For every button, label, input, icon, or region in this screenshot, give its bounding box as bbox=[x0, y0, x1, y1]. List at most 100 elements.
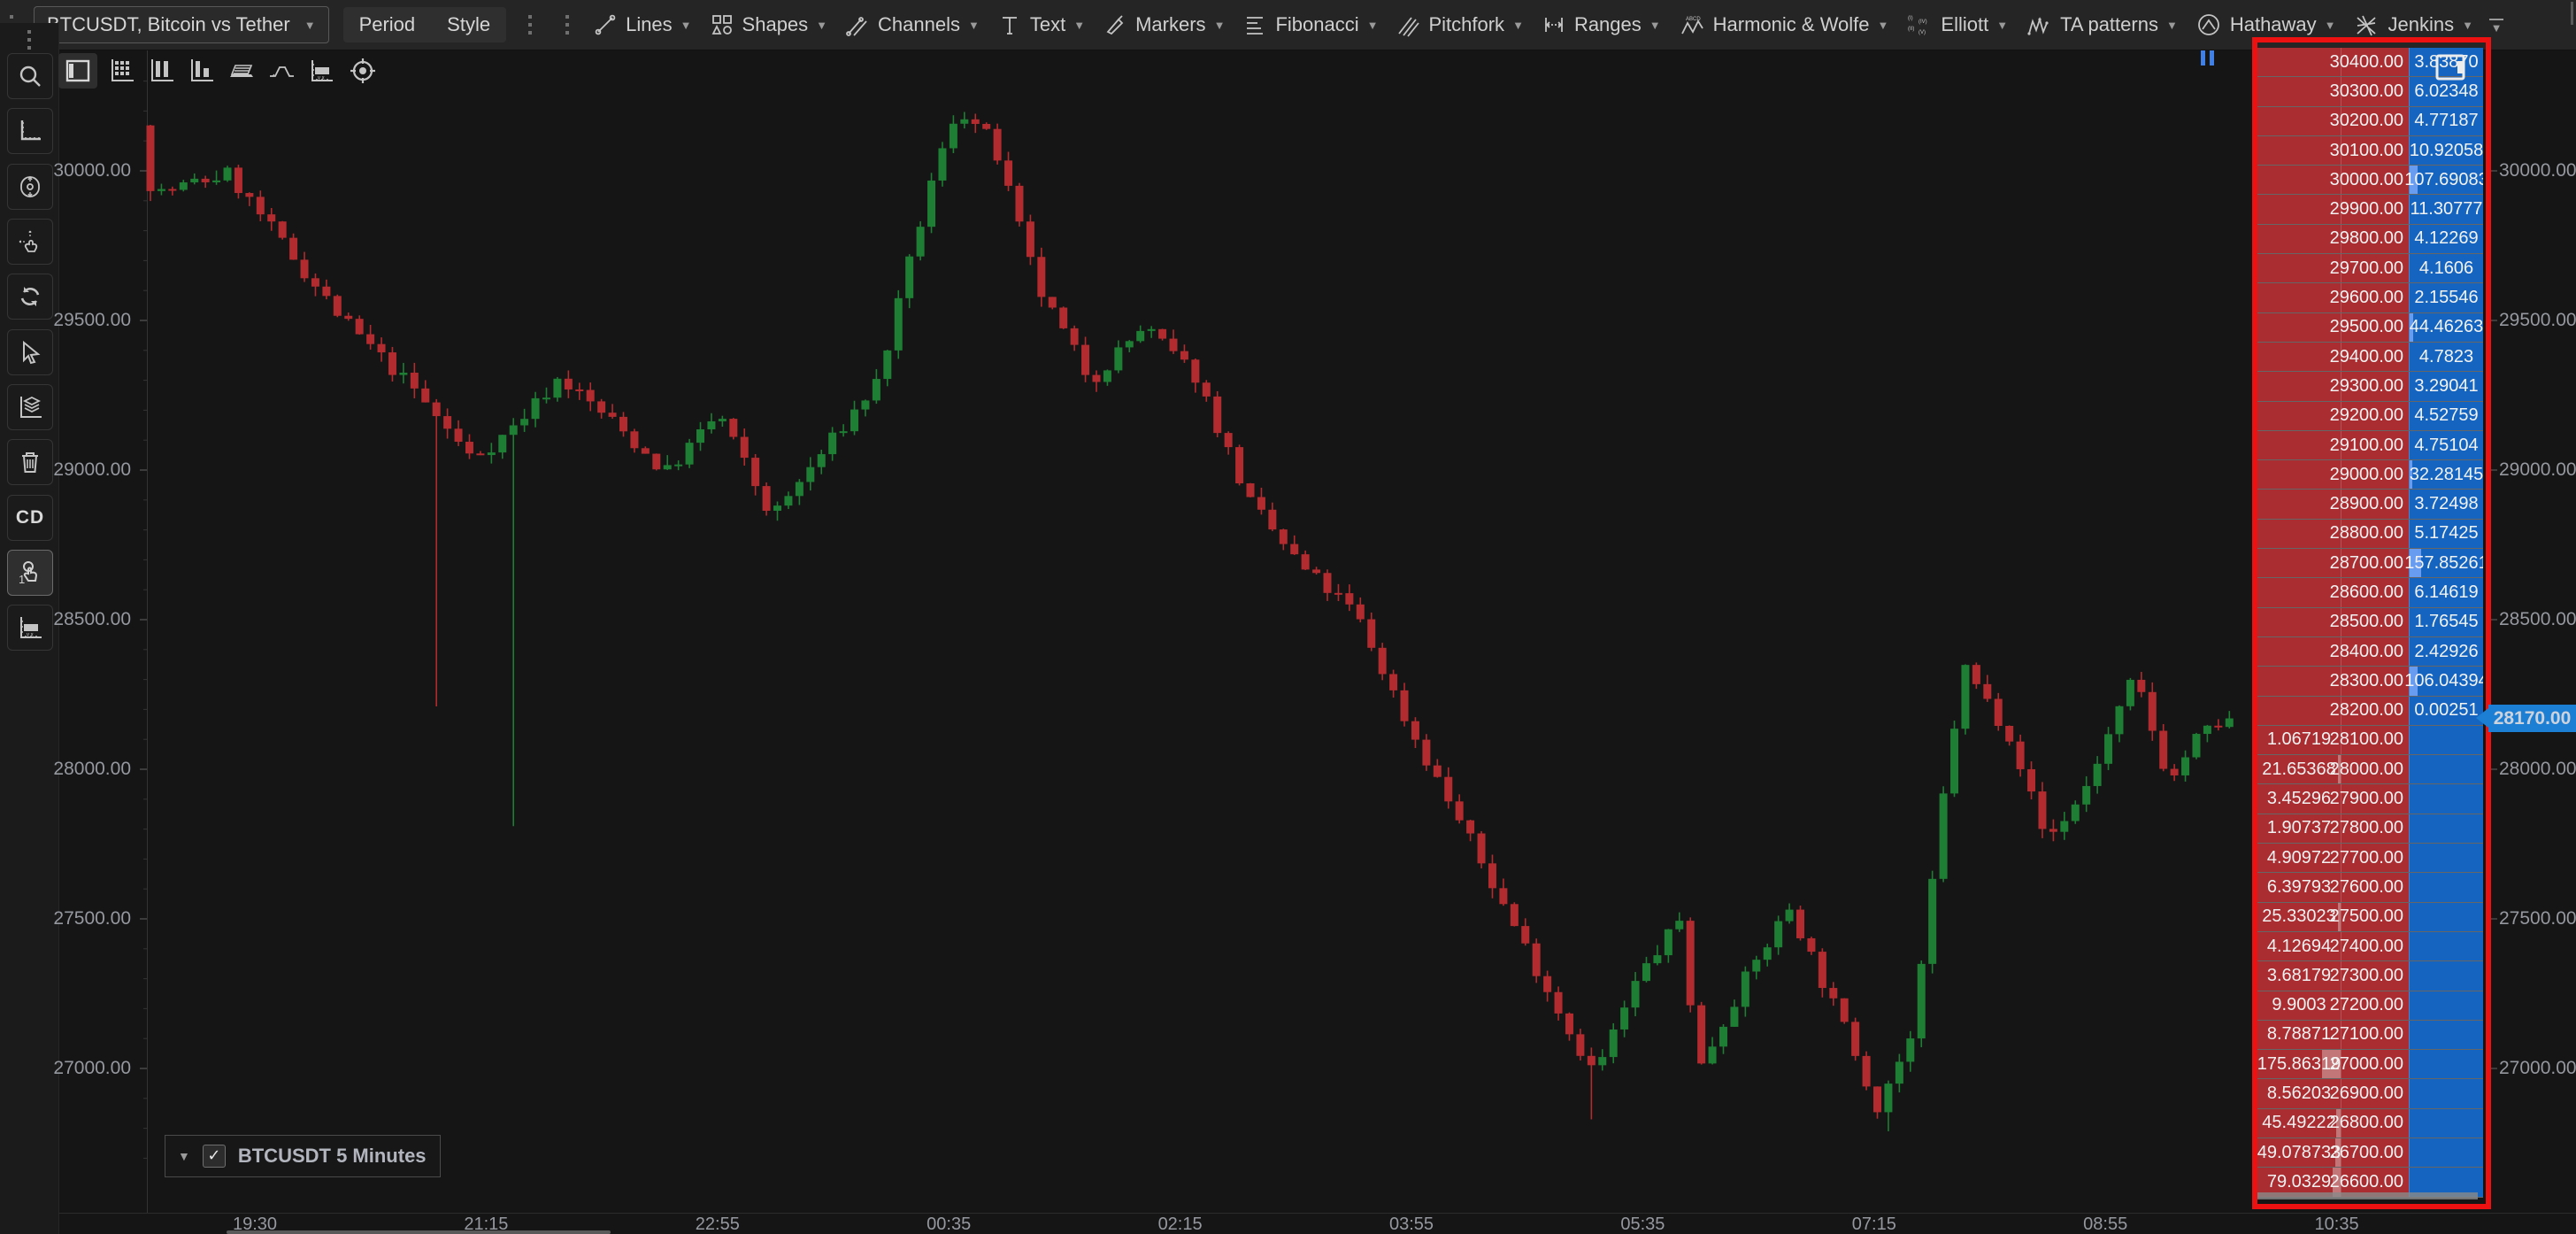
ask-volume-cell[interactable]: 10.92058 bbox=[2409, 135, 2483, 166]
ask-row[interactable]: 28700.00 157.85261 bbox=[2257, 549, 2483, 579]
bid-volume-cell[interactable] bbox=[2257, 607, 2341, 636]
sidebar-tool-click-mode[interactable]: 1 bbox=[7, 550, 53, 596]
bid-volume-cell[interactable]: 9.9003 bbox=[2257, 991, 2341, 1020]
ask-volume-cell[interactable] bbox=[2409, 725, 2483, 755]
bid-volume-cell[interactable]: 3.68179 bbox=[2257, 961, 2341, 991]
ask-volume-cell[interactable] bbox=[2409, 1168, 2483, 1197]
price-cell[interactable]: 28600.00 bbox=[2330, 578, 2409, 607]
ask-volume-cell[interactable] bbox=[2409, 902, 2483, 931]
price-cell[interactable]: 29800.00 bbox=[2330, 224, 2409, 254]
period-button[interactable]: Period bbox=[358, 13, 416, 35]
chartmode-order-list[interactable] bbox=[222, 53, 261, 89]
toolbar-drag-handle[interactable] bbox=[522, 10, 538, 40]
bid-volume-cell[interactable] bbox=[2257, 135, 2341, 166]
bid-row[interactable]: 49.078733 26700.00 bbox=[2257, 1138, 2483, 1168]
ask-row[interactable]: 28400.00 2.42926 bbox=[2257, 636, 2483, 667]
sidebar-tool-pan-hand[interactable] bbox=[7, 219, 53, 265]
price-cell[interactable]: 30300.00 bbox=[2330, 77, 2409, 106]
ask-volume-cell[interactable]: 5.17425 bbox=[2409, 519, 2483, 549]
symbol-button[interactable]: BTCUSDT, Bitcoin vs Tether ▼ bbox=[34, 6, 329, 43]
bid-volume-cell[interactable] bbox=[2257, 519, 2341, 549]
ask-volume-cell[interactable]: 4.12269 bbox=[2409, 224, 2483, 254]
tool-pitchfork[interactable]: Pitchfork ▼ bbox=[1387, 7, 1532, 42]
pause-autoscroll-icon[interactable] bbox=[2201, 50, 2214, 66]
bid-volume-cell[interactable] bbox=[2257, 667, 2341, 696]
price-cell[interactable]: 29700.00 bbox=[2330, 254, 2409, 283]
time-axis-scrollbar[interactable] bbox=[227, 1230, 611, 1234]
ask-row[interactable]: 29100.00 4.75104 bbox=[2257, 430, 2483, 461]
bid-row[interactable]: 25.33023 27500.00 bbox=[2257, 902, 2483, 932]
bid-row[interactable]: 45.49222 26800.00 bbox=[2257, 1108, 2483, 1138]
bid-volume-cell[interactable]: 175.86319 bbox=[2257, 1050, 2341, 1079]
tool-elliott[interactable]: (I) (IV) (II) (V) Elliott ▼ bbox=[1897, 7, 2017, 42]
ask-row[interactable]: 28500.00 1.76545 bbox=[2257, 607, 2483, 637]
bid-volume-cell[interactable] bbox=[2257, 312, 2341, 342]
ask-row[interactable]: 28600.00 6.14619 bbox=[2257, 578, 2483, 608]
price-cell[interactable]: 27700.00 bbox=[2330, 844, 2409, 873]
ask-volume-cell[interactable] bbox=[2409, 755, 2483, 784]
price-cell[interactable]: 28300.00 bbox=[2330, 667, 2409, 696]
ask-row[interactable]: 29900.00 11.30777 bbox=[2257, 195, 2483, 225]
bid-volume-cell[interactable]: 25.33023 bbox=[2257, 902, 2341, 931]
ask-volume-cell[interactable]: 4.7823 bbox=[2409, 342, 2483, 372]
ask-row[interactable]: 28300.00 106.04394 bbox=[2257, 667, 2483, 697]
tool-harmonic-wolfe[interactable]: ABCD Harmonic & Wolfe ▼ bbox=[1670, 7, 1898, 42]
bid-row[interactable]: 4.90972 27700.00 bbox=[2257, 844, 2483, 874]
bid-volume-cell[interactable] bbox=[2257, 224, 2341, 254]
bid-row[interactable]: 8.56203 26900.00 bbox=[2257, 1079, 2483, 1109]
ask-volume-cell[interactable] bbox=[2409, 1108, 2483, 1138]
bid-row[interactable]: 8.78871 27100.00 bbox=[2257, 1020, 2483, 1051]
ask-volume-cell[interactable] bbox=[2409, 1079, 2483, 1108]
bid-volume-cell[interactable]: 6.39793 bbox=[2257, 873, 2341, 902]
sidebar-drag-handle[interactable] bbox=[21, 25, 37, 55]
price-cell[interactable]: 30200.00 bbox=[2330, 106, 2409, 135]
chartmode-dom-grid[interactable] bbox=[102, 53, 141, 89]
ask-volume-cell[interactable] bbox=[2409, 873, 2483, 902]
ask-volume-cell[interactable]: 11.30777 bbox=[2409, 195, 2483, 224]
bid-volume-cell[interactable] bbox=[2257, 77, 2341, 106]
price-cell[interactable]: 29200.00 bbox=[2330, 401, 2409, 430]
ask-volume-cell[interactable] bbox=[2409, 1020, 2483, 1050]
ask-row[interactable]: 29700.00 4.1606 bbox=[2257, 254, 2483, 284]
legend-caret-icon[interactable]: ▼ bbox=[178, 1149, 190, 1163]
tool-ta-patterns[interactable]: TA patterns ▼ bbox=[2017, 7, 2187, 42]
tool-lines[interactable]: Lines ▼ bbox=[584, 7, 700, 42]
ask-volume-cell[interactable]: 106.04394 bbox=[2404, 667, 2483, 696]
ask-volume-cell[interactable]: 157.85261 bbox=[2404, 549, 2483, 578]
bid-row[interactable]: 21.65368 28000.00 bbox=[2257, 755, 2483, 785]
tool-fibonacci[interactable]: Fibonacci ▼ bbox=[1234, 7, 1387, 42]
ask-volume-cell[interactable] bbox=[2409, 1050, 2483, 1079]
ask-volume-cell[interactable]: 6.14619 bbox=[2409, 578, 2483, 607]
bid-row[interactable]: 3.45296 27900.00 bbox=[2257, 784, 2483, 814]
bid-volume-cell[interactable] bbox=[2257, 195, 2341, 224]
bid-volume-cell[interactable] bbox=[2257, 549, 2341, 578]
ask-volume-cell[interactable] bbox=[2409, 784, 2483, 814]
price-cell[interactable]: 28200.00 bbox=[2330, 696, 2409, 725]
sidebar-tool-layers[interactable] bbox=[7, 384, 53, 430]
legend-checkbox[interactable]: ✓ bbox=[202, 1145, 226, 1168]
ask-row[interactable]: 28800.00 5.17425 bbox=[2257, 519, 2483, 550]
ask-row[interactable]: 28200.00 0.00251 bbox=[2257, 696, 2483, 726]
ask-volume-cell[interactable]: 0.00251 bbox=[2409, 696, 2483, 725]
price-cell[interactable]: 26700.00 bbox=[2330, 1138, 2409, 1168]
ask-volume-cell[interactable]: 4.75104 bbox=[2409, 430, 2483, 460]
bid-volume-cell[interactable] bbox=[2257, 372, 2341, 401]
ask-volume-cell[interactable]: 3.29041 bbox=[2409, 372, 2483, 401]
price-cell[interactable]: 27600.00 bbox=[2330, 873, 2409, 902]
bid-row[interactable]: 1.90737 27800.00 bbox=[2257, 814, 2483, 845]
ask-volume-cell[interactable] bbox=[2409, 931, 2483, 961]
sidebar-tool-refresh[interactable] bbox=[7, 274, 53, 320]
bid-volume-cell[interactable] bbox=[2257, 578, 2341, 607]
bid-volume-cell[interactable]: 79.0329 bbox=[2257, 1168, 2341, 1197]
ask-row[interactable]: 29800.00 4.12269 bbox=[2257, 224, 2483, 255]
ask-row[interactable]: 30400.00 3.83870 bbox=[2257, 48, 2483, 78]
bid-volume-cell[interactable]: 1.06719 bbox=[2257, 725, 2341, 755]
price-cell[interactable]: 27500.00 bbox=[2330, 902, 2409, 931]
ask-volume-cell[interactable]: 32.28145 bbox=[2409, 460, 2483, 490]
ask-row[interactable]: 29600.00 2.15546 bbox=[2257, 283, 2483, 313]
ask-volume-cell[interactable] bbox=[2409, 1138, 2483, 1168]
tool-hathaway[interactable]: Hathaway ▼ bbox=[2187, 7, 2345, 42]
bid-volume-cell[interactable] bbox=[2257, 696, 2341, 725]
tool-jenkins[interactable]: Jenkins ▼ bbox=[2345, 7, 2482, 42]
dom-scrollbar[interactable] bbox=[2257, 1192, 2478, 1199]
